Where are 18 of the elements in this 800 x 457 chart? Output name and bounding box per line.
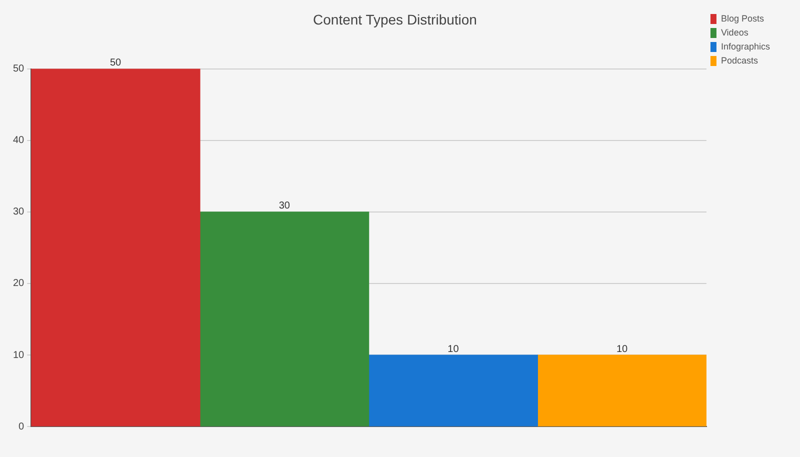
data-label: 10 xyxy=(616,344,628,355)
bar xyxy=(368,354,538,426)
y-tick-label: 20 xyxy=(13,278,25,290)
y-tick-label: 10 xyxy=(13,350,25,361)
data-label: 30 xyxy=(278,200,290,212)
chart-title: Content Types Distribution xyxy=(313,11,477,28)
y-tick-label: 30 xyxy=(13,206,25,218)
y-tick-label: 50 xyxy=(13,64,25,75)
data-label: 50 xyxy=(110,58,122,69)
legend-label: Videos xyxy=(720,27,749,38)
y-tick-label: 40 xyxy=(13,135,25,146)
bar xyxy=(200,212,370,426)
legend-label: Blog Posts xyxy=(720,13,764,24)
y-tick-label: 0 xyxy=(18,421,25,432)
data-label: 10 xyxy=(448,344,460,355)
legend-label: Infographics xyxy=(720,41,770,52)
legend-label: Podcasts xyxy=(720,55,758,66)
bar xyxy=(537,354,706,426)
